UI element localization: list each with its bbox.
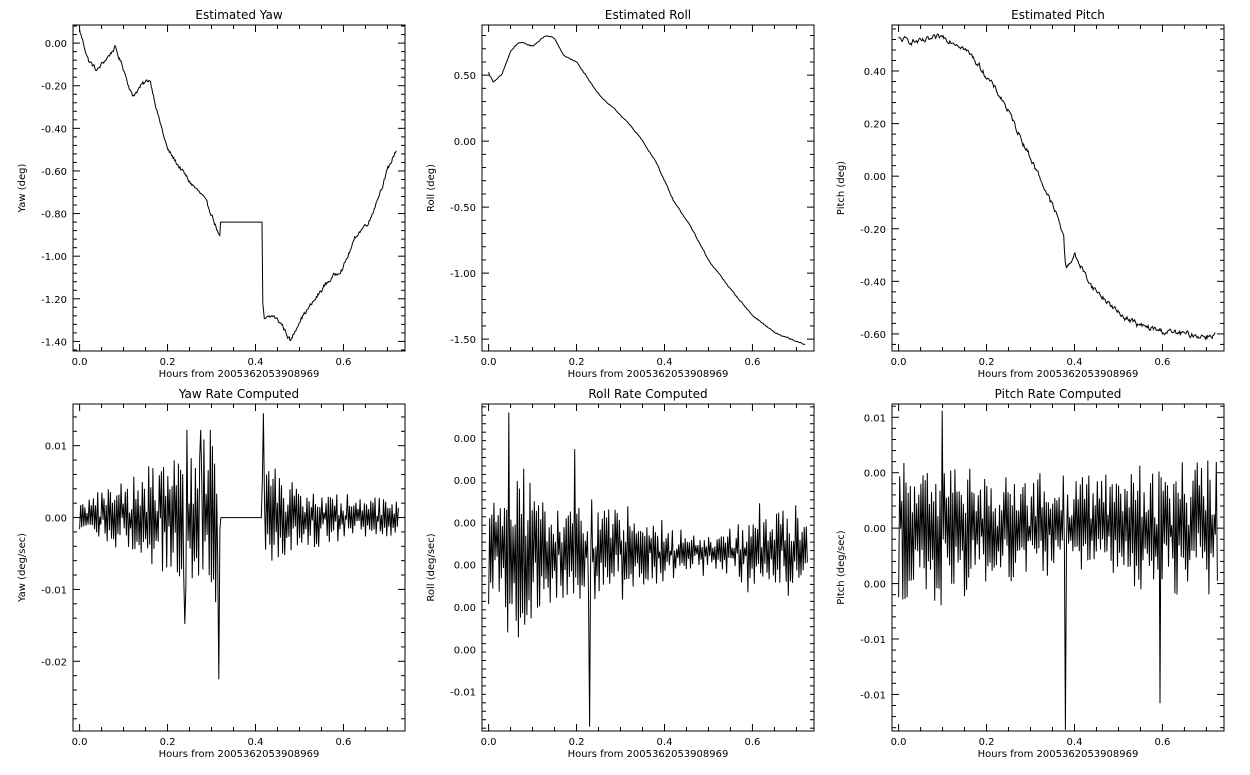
y-tick-label: 0.00 (864, 524, 886, 535)
panel-3: Estimated Pitch Hours from 20053620539089… (836, 8, 1225, 380)
chart-title: Estimated Roll (605, 8, 691, 22)
chart-title: Estimated Pitch (1011, 8, 1105, 22)
x-tick-label: 0.0 (72, 357, 88, 368)
y-tick-label: -0.50 (450, 203, 476, 214)
chart-title: Roll Rate Computed (588, 387, 707, 401)
y-tick-label: 0.20 (864, 120, 886, 131)
data-line (79, 413, 399, 680)
x-tick-label: 0.4 (1067, 357, 1083, 368)
y-tick-label: 0.00 (454, 645, 476, 656)
y-axis-label: Yaw (deg/sec) (17, 533, 28, 603)
chart-title: Estimated Yaw (195, 8, 282, 22)
panel-1: Estimated Yaw Hours from 2005362053908969… (17, 8, 406, 380)
plot-frame (891, 24, 1225, 352)
x-tick-label: 0.0 (891, 357, 907, 368)
x-tick-label: 0.2 (569, 737, 585, 748)
panel-5: Roll Rate Computed Hours from 20053620539… (426, 387, 815, 760)
x-tick-label: 0.6 (335, 357, 351, 368)
y-tick-label: 0.00 (864, 580, 886, 591)
x-axis-label: Hours from 2005362053908969 (978, 369, 1139, 380)
y-tick-label: -0.60 (860, 330, 886, 341)
panel-2: Estimated Roll Hours from 200536205390896… (426, 8, 815, 380)
data-line (488, 412, 808, 727)
y-tick-label: -1.00 (450, 269, 476, 280)
x-axis-label: Hours from 2005362053908969 (159, 749, 320, 760)
y-tick-label: -0.60 (41, 167, 67, 178)
y-tick-label: -0.40 (41, 124, 67, 135)
y-tick-label: 0.50 (454, 71, 476, 82)
y-tick-label: 0.00 (45, 39, 67, 50)
x-tick-label: 0.2 (160, 737, 176, 748)
y-tick-label: 0.00 (864, 172, 886, 183)
y-tick-label: 0.00 (864, 469, 886, 480)
x-axis-label: Hours from 2005362053908969 (159, 369, 320, 380)
y-axis-label: Roll (deg/sec) (426, 533, 437, 601)
x-tick-label: 0.6 (1154, 737, 1170, 748)
y-tick-label: -0.01 (41, 585, 67, 596)
y-tick-label: -1.50 (450, 335, 476, 346)
y-tick-label: -1.40 (41, 337, 67, 348)
y-tick-label: -0.40 (860, 277, 886, 288)
x-tick-label: 0.2 (979, 357, 995, 368)
y-tick-label: -0.02 (41, 657, 67, 668)
x-tick-label: 0.0 (891, 737, 907, 748)
data-line (79, 29, 397, 341)
x-tick-label: 0.4 (657, 737, 673, 748)
x-tick-label: 0.6 (335, 737, 351, 748)
y-tick-label: 0.00 (454, 561, 476, 572)
y-axis-label: Pitch (deg/sec) (836, 530, 847, 605)
y-tick-label: -0.20 (860, 225, 886, 236)
plot-frame (72, 24, 406, 352)
y-tick-label: 0.01 (45, 442, 67, 453)
y-axis-label: Yaw (deg) (17, 163, 28, 213)
data-line (898, 410, 1218, 730)
plot-frame (891, 403, 1225, 732)
plot-frame (481, 24, 815, 352)
x-tick-label: 0.2 (569, 357, 585, 368)
x-axis-label: Hours from 2005362053908969 (568, 749, 729, 760)
x-axis-label: Hours from 2005362053908969 (978, 749, 1139, 760)
chart-title: Yaw Rate Computed (178, 387, 299, 401)
panel-4: Yaw Rate Computed Hours from 200536205390… (17, 387, 406, 760)
y-tick-label: -0.01 (860, 690, 886, 701)
data-line (898, 33, 1216, 341)
y-tick-label: -1.00 (41, 252, 67, 263)
x-tick-label: 0.6 (1154, 357, 1170, 368)
y-tick-label: 0.40 (864, 67, 886, 78)
y-tick-label: 0.01 (864, 413, 886, 424)
y-axis-label: Pitch (deg) (836, 161, 847, 215)
y-axis-label: Roll (deg) (426, 164, 437, 212)
x-tick-label: 0.2 (979, 737, 995, 748)
y-tick-label: -0.80 (41, 210, 67, 221)
x-tick-label: 0.0 (481, 357, 497, 368)
x-tick-label: 0.2 (160, 357, 176, 368)
plot-frame (72, 403, 406, 732)
y-tick-label: 0.00 (454, 434, 476, 445)
x-tick-label: 0.6 (744, 357, 760, 368)
y-tick-label: 0.00 (454, 476, 476, 487)
x-tick-label: 0.0 (481, 737, 497, 748)
x-tick-label: 0.4 (248, 737, 264, 748)
y-tick-label: 0.00 (454, 603, 476, 614)
x-tick-label: 0.0 (72, 737, 88, 748)
panel-6: Pitch Rate Computed Hours from 2005362053… (836, 387, 1225, 760)
data-line (488, 35, 806, 345)
x-tick-label: 0.4 (248, 357, 264, 368)
x-tick-label: 0.4 (657, 357, 673, 368)
y-tick-label: 0.00 (45, 514, 67, 525)
x-axis-label: Hours from 2005362053908969 (568, 369, 729, 380)
chart-title: Pitch Rate Computed (995, 387, 1122, 401)
y-tick-label: -1.20 (41, 295, 67, 306)
y-tick-label: -0.01 (860, 635, 886, 646)
x-tick-label: 0.6 (744, 737, 760, 748)
y-tick-label: -0.20 (41, 82, 67, 93)
y-tick-label: 0.00 (454, 518, 476, 529)
y-tick-label: -0.01 (450, 688, 476, 699)
x-tick-label: 0.4 (1067, 737, 1083, 748)
y-tick-label: 0.00 (454, 137, 476, 148)
